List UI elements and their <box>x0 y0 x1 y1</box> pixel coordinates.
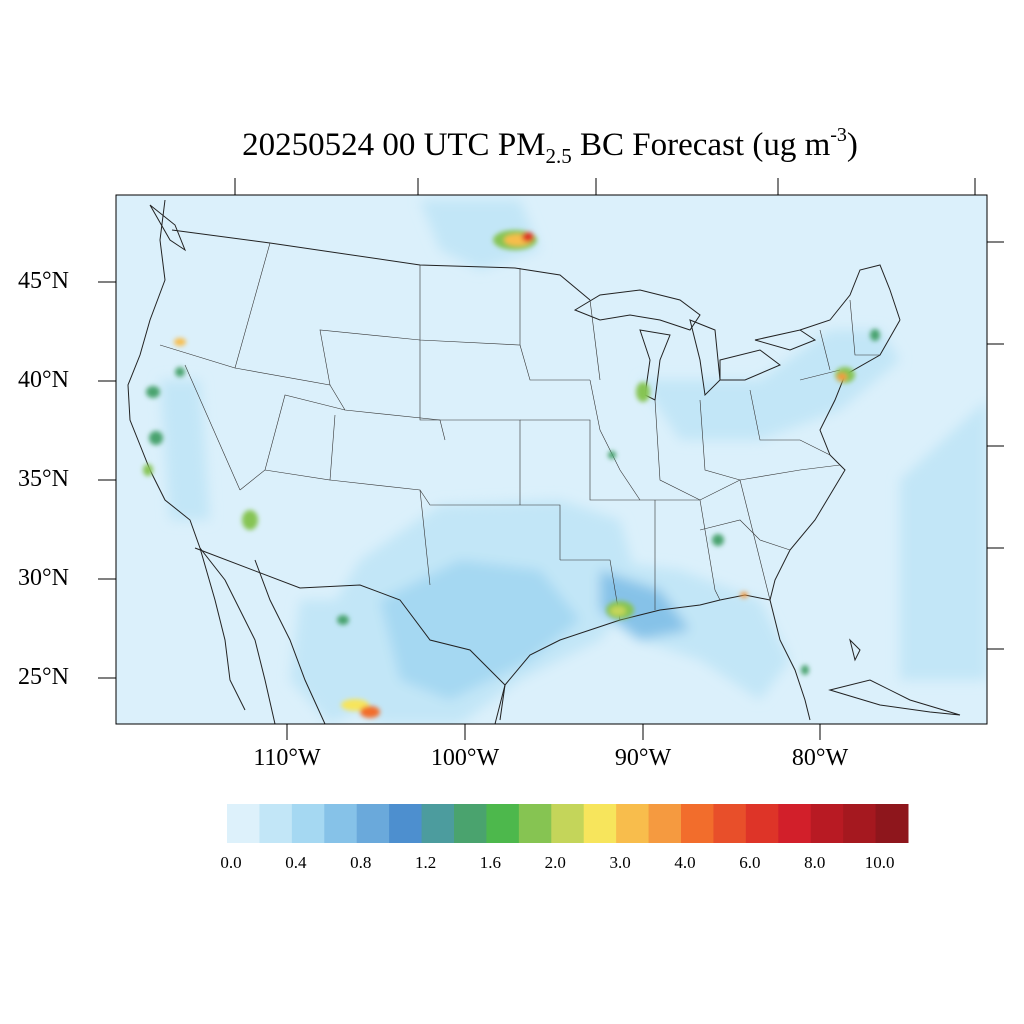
colorbar-tick-label: 10.0 <box>864 853 895 872</box>
colorbar-swatch <box>486 804 520 843</box>
title-suffix: ) <box>846 127 858 163</box>
lon-label-100w: 100°W <box>430 745 500 771</box>
colorbar-swatch <box>259 804 293 843</box>
colorbar-swatch <box>356 804 390 843</box>
lat-label-25n: 25°N <box>18 664 69 690</box>
colorbar-swatch <box>518 804 552 843</box>
colorbar-swatch <box>648 804 682 843</box>
colorbar-tick-label: 4.0 <box>674 853 696 872</box>
colorbar-tick-label: 3.0 <box>609 853 631 872</box>
title-middle: BC Forecast (ug m <box>571 127 831 163</box>
axis-ticks <box>98 178 1004 740</box>
colorbar-tick-label: 0.4 <box>285 853 307 872</box>
lat-label-45n: 45°N <box>18 268 69 294</box>
colorbar-swatch <box>551 804 585 843</box>
colorbar-swatch <box>810 804 844 843</box>
lon-label-80w: 80°W <box>791 745 849 771</box>
hotspots <box>143 230 880 718</box>
colorbar-tick-label: 2.0 <box>544 853 566 872</box>
colorbar-tick-label: 0.8 <box>350 853 372 872</box>
colorbar-swatch <box>875 804 909 843</box>
state-borders <box>159 242 880 621</box>
colorbar-swatch <box>227 804 260 843</box>
colorbar-tick-label: 6.0 <box>739 853 761 872</box>
lat-label-35n: 35°N <box>18 466 69 492</box>
lon-label-90w: 90°W <box>614 745 672 771</box>
colorbar-swatch <box>291 804 325 843</box>
colorbar <box>227 804 909 843</box>
title-prefix: 20250524 00 UTC PM <box>242 127 546 163</box>
colorbar-tick-label: 8.0 <box>804 853 826 872</box>
colorbar-tick-label: 0.0 <box>220 853 242 872</box>
colorbar-swatch <box>745 804 779 843</box>
colorbar-swatch <box>421 804 455 843</box>
map-title: 20250524 00 UTC PM2.5 BC Forecast (ug m-… <box>0 124 1024 169</box>
title-subscript: 2.5 <box>545 144 572 168</box>
colorbar-swatch <box>389 804 423 843</box>
title-superscript: -3 <box>830 124 847 146</box>
colorbar-swatch <box>324 804 358 843</box>
lat-label-30n: 30°N <box>18 565 69 591</box>
colorbar-tick-label: 1.6 <box>479 853 502 872</box>
lat-label-40n: 40°N <box>18 367 69 393</box>
colorbar-swatch <box>583 804 617 843</box>
colorbar-swatch <box>713 804 747 843</box>
colorbar-swatch <box>778 804 812 843</box>
lon-label-110w: 110°W <box>253 745 321 771</box>
colorbar-swatch <box>616 804 650 843</box>
colorbar-swatch <box>681 804 714 843</box>
map-frame <box>115 194 988 725</box>
colorbar-tick-label: 1.2 <box>414 853 437 872</box>
colorbar-swatch <box>843 804 877 843</box>
colorbar-swatch <box>454 804 487 843</box>
